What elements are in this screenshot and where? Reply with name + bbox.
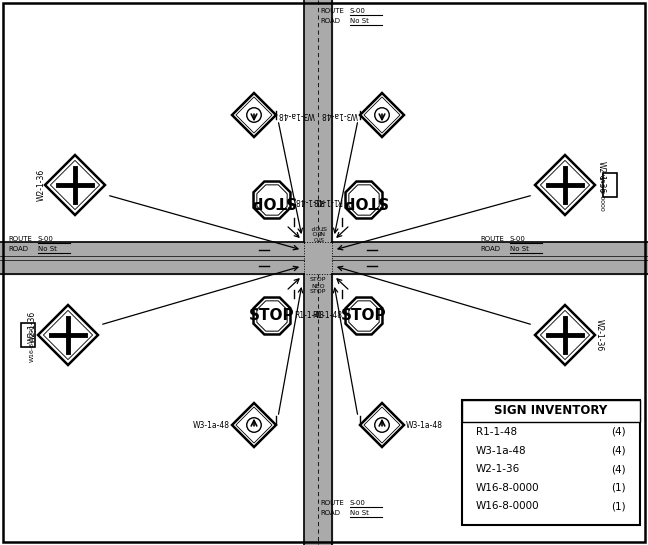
Polygon shape: [345, 181, 382, 219]
Text: R1-1-48: R1-1-48: [312, 196, 342, 204]
Polygon shape: [360, 93, 404, 137]
Circle shape: [247, 417, 261, 432]
Text: NEO
STOP: NEO STOP: [310, 284, 326, 294]
Text: STOP: STOP: [249, 308, 295, 324]
Text: ROUTE: ROUTE: [320, 500, 344, 506]
Polygon shape: [360, 403, 404, 447]
Text: W3-1a-48: W3-1a-48: [321, 111, 358, 119]
Text: S-00: S-00: [350, 8, 366, 14]
Polygon shape: [45, 155, 105, 215]
Text: (1): (1): [611, 501, 626, 511]
Text: R1-1-48: R1-1-48: [294, 312, 324, 320]
Polygon shape: [253, 181, 290, 219]
Text: W3-1a-48: W3-1a-48: [193, 421, 230, 429]
Bar: [603, 173, 617, 197]
Polygon shape: [257, 185, 287, 215]
Circle shape: [375, 108, 389, 122]
Bar: [21, 323, 35, 347]
Text: W16-8-0000: W16-8-0000: [30, 324, 34, 362]
Polygon shape: [535, 305, 595, 365]
Text: W2-1-36: W2-1-36: [36, 169, 45, 201]
Text: S-00: S-00: [350, 500, 366, 506]
Polygon shape: [345, 298, 382, 335]
Polygon shape: [257, 301, 287, 331]
Text: R1-1-48: R1-1-48: [476, 427, 517, 437]
Text: No St: No St: [350, 18, 369, 24]
Polygon shape: [232, 93, 276, 137]
Text: ROAD: ROAD: [320, 510, 340, 516]
Text: W2-1-36: W2-1-36: [597, 161, 605, 193]
Text: ROUTE: ROUTE: [320, 8, 344, 14]
Text: W16-8-0000: W16-8-0000: [599, 174, 603, 212]
Text: STOP: STOP: [341, 192, 387, 208]
Text: W16-8-0000: W16-8-0000: [476, 501, 540, 511]
Text: No St: No St: [510, 246, 529, 252]
Polygon shape: [253, 298, 290, 335]
Polygon shape: [540, 160, 590, 210]
Text: W3-1a-48: W3-1a-48: [406, 421, 443, 429]
Text: W2-1-36: W2-1-36: [594, 319, 603, 351]
Polygon shape: [535, 155, 595, 215]
Text: S-00: S-00: [510, 236, 526, 242]
Text: STO: STO: [312, 235, 323, 240]
Text: (4): (4): [611, 446, 626, 456]
Text: No St: No St: [38, 246, 57, 252]
Bar: [462, 400, 640, 525]
Bar: [304, 242, 332, 274]
Text: W16-8-0000: W16-8-0000: [476, 483, 540, 493]
Text: (4): (4): [611, 464, 626, 474]
Polygon shape: [364, 407, 400, 443]
Text: STOP: STOP: [341, 308, 387, 324]
Text: ROAD: ROAD: [320, 18, 340, 24]
Text: No St: No St: [350, 510, 369, 516]
Polygon shape: [232, 403, 276, 447]
Text: ROAD: ROAD: [480, 246, 500, 252]
Text: (4): (4): [611, 427, 626, 437]
Circle shape: [375, 417, 389, 432]
Polygon shape: [349, 185, 379, 215]
Text: W3-1a-48: W3-1a-48: [278, 111, 315, 119]
Polygon shape: [51, 160, 100, 210]
Text: STOP: STOP: [310, 277, 326, 282]
Text: ROAD: ROAD: [8, 246, 28, 252]
Text: W2-1-36: W2-1-36: [476, 464, 520, 474]
Text: ROUTE: ROUTE: [480, 236, 504, 242]
Bar: [462, 400, 640, 422]
Text: W3-1a-48: W3-1a-48: [476, 446, 527, 456]
Polygon shape: [349, 301, 379, 331]
Polygon shape: [236, 97, 272, 133]
Polygon shape: [364, 97, 400, 133]
Polygon shape: [43, 311, 93, 360]
Polygon shape: [38, 305, 98, 365]
Text: SIGN INVENTORY: SIGN INVENTORY: [494, 404, 608, 417]
Text: ROUTE: ROUTE: [8, 236, 32, 242]
Text: NEO
STOP: NEO STOP: [310, 223, 326, 234]
Text: STOP: STOP: [249, 192, 295, 208]
Polygon shape: [540, 311, 590, 360]
Text: (1): (1): [611, 483, 626, 493]
Text: S-00: S-00: [38, 236, 54, 242]
Polygon shape: [236, 407, 272, 443]
Text: R1-1-48: R1-1-48: [294, 196, 324, 204]
Circle shape: [247, 108, 261, 122]
Text: W2-1-36: W2-1-36: [27, 311, 36, 343]
Text: R1-1-48: R1-1-48: [312, 312, 342, 320]
